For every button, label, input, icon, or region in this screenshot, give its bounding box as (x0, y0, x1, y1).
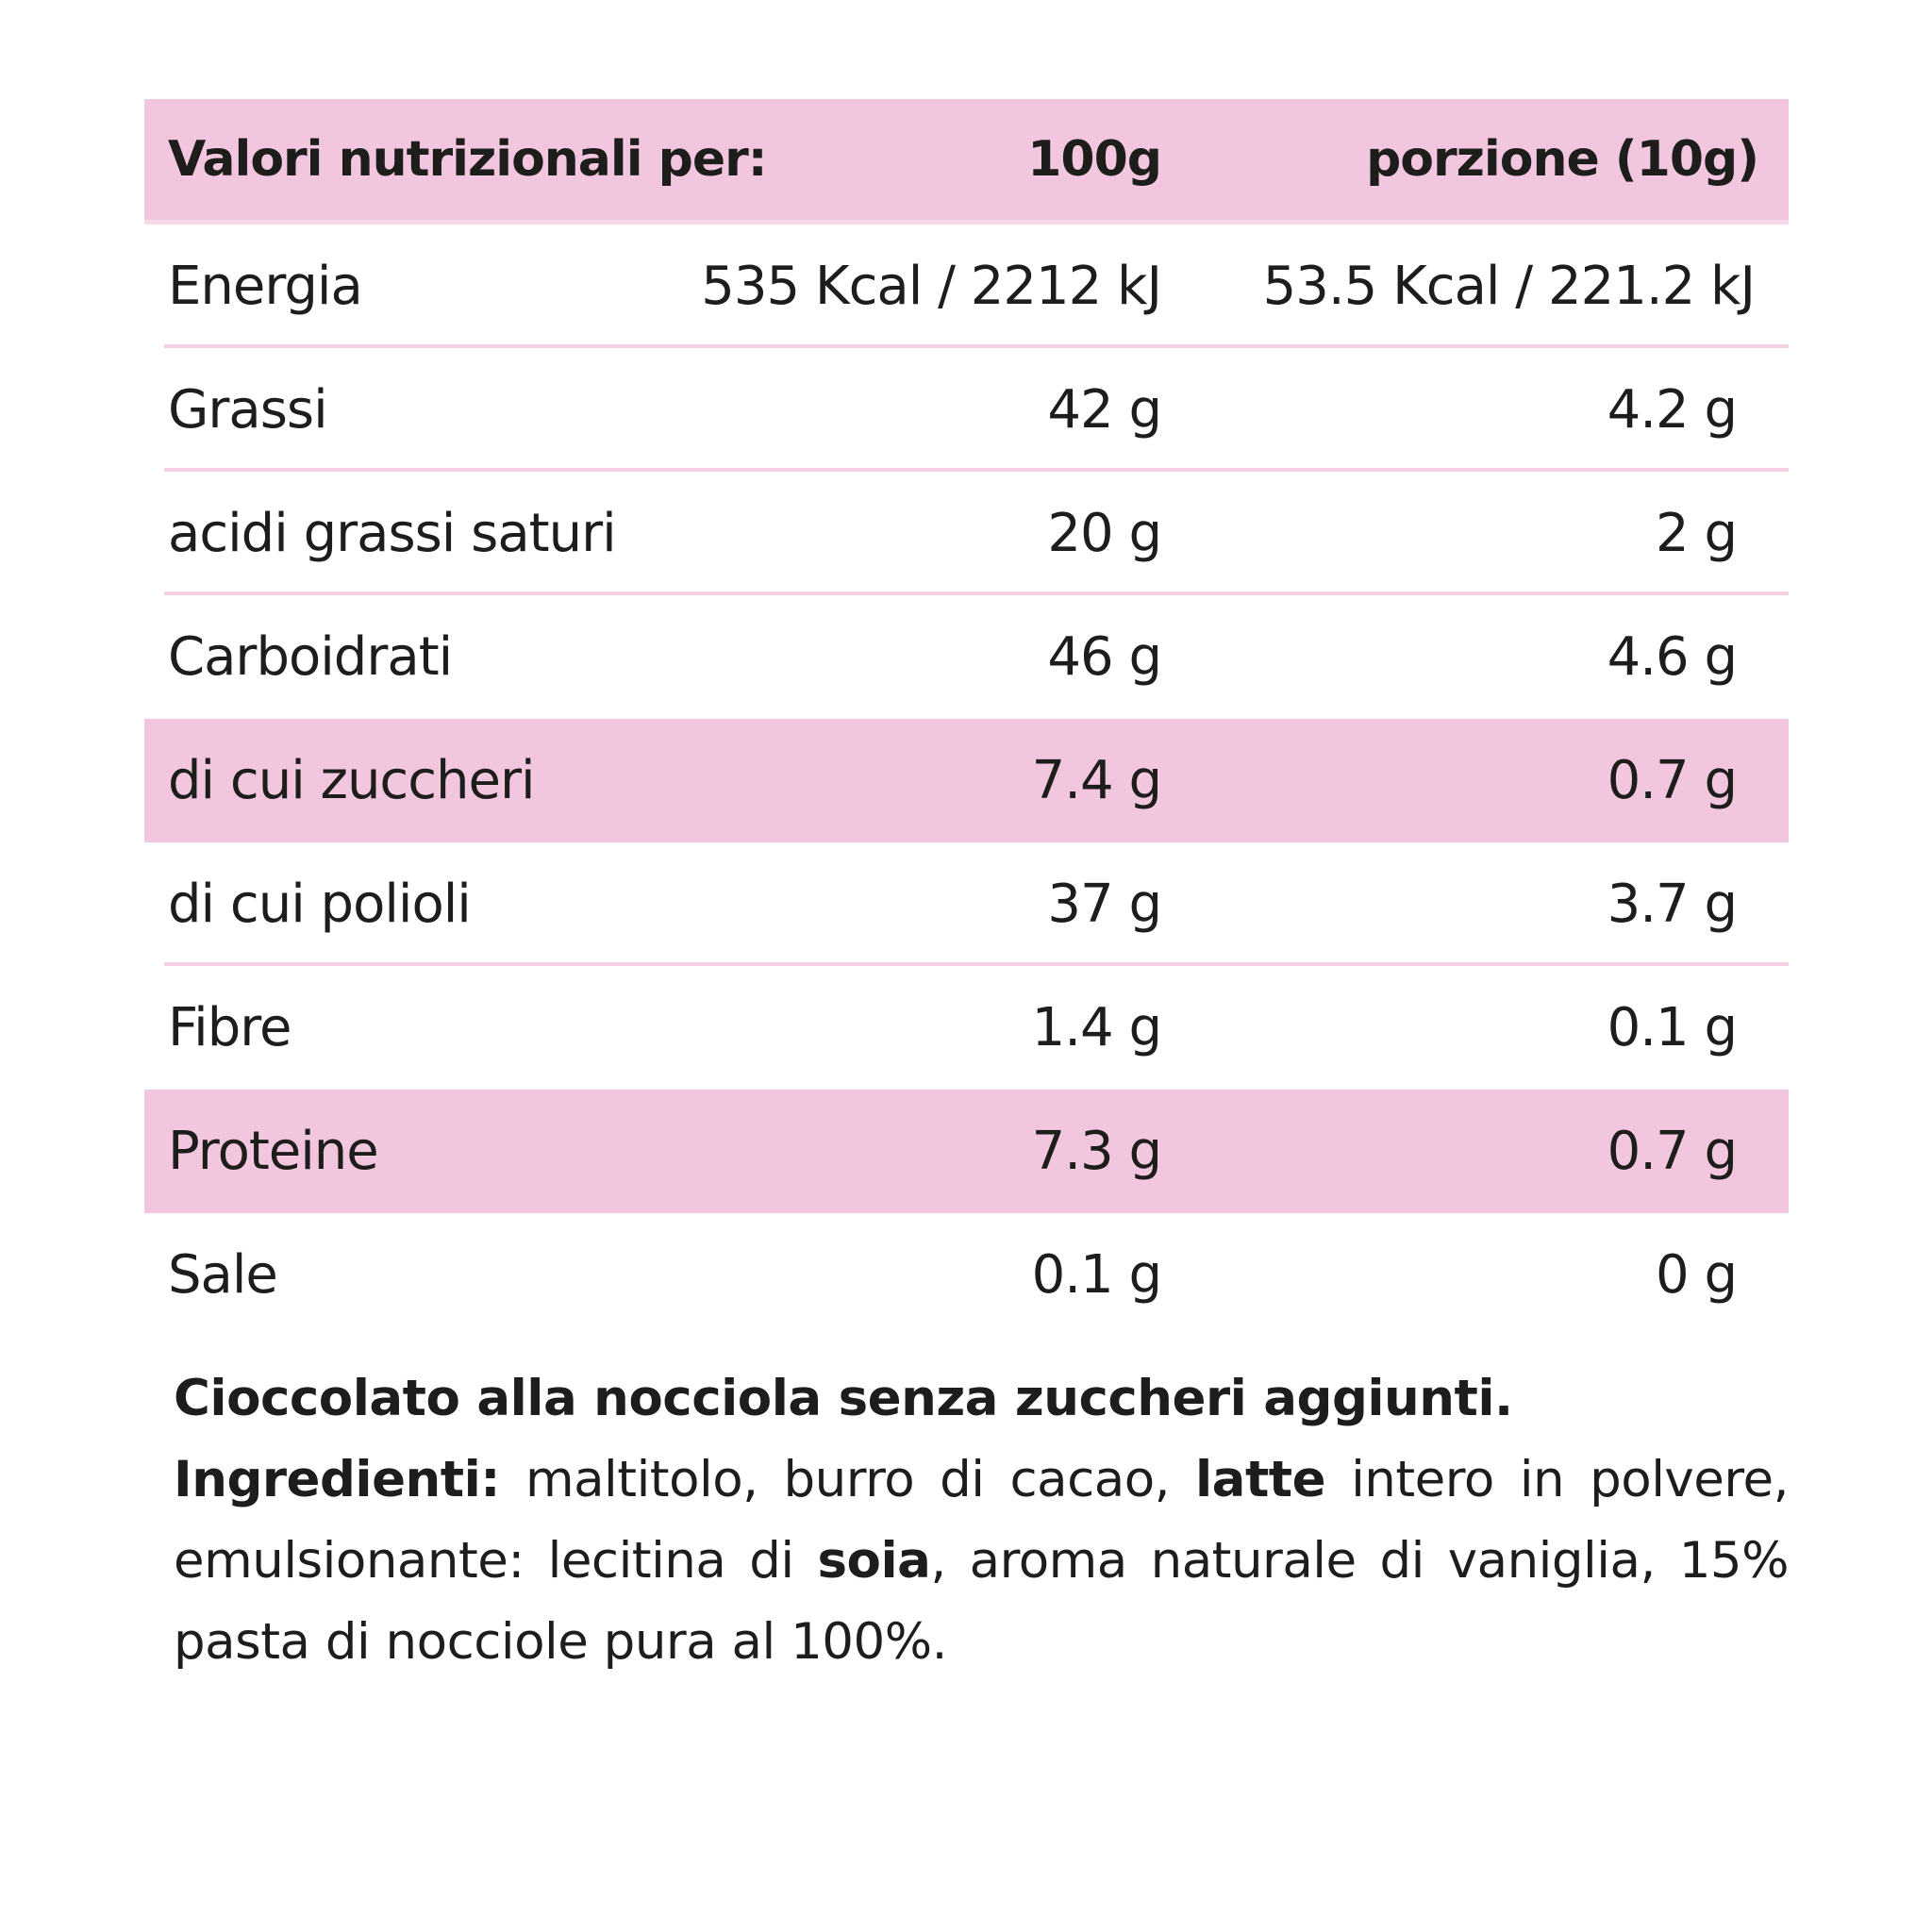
value-portion: 53.5 Kcal / 221.2 kJ (1262, 256, 1756, 317)
value-100g: 7.3 g (1031, 1121, 1162, 1182)
value-100g: 46 g (1047, 626, 1162, 688)
value-100g: 0.1 g (1031, 1244, 1162, 1306)
value-100g: 20 g (1047, 503, 1162, 564)
value-100g: 37 g (1047, 874, 1162, 935)
allergen-milk: latte (1195, 1451, 1326, 1508)
table-row: Sale 0.1 g 0 g (144, 1213, 1789, 1337)
table-row: Energia 535 Kcal / 2212 kJ 53.5 Kcal / 2… (144, 225, 1789, 348)
value-portion: 2 g (1656, 503, 1738, 564)
value-portion: 4.2 g (1607, 379, 1738, 441)
header-100g: 100g (1027, 131, 1162, 188)
value-portion: 0.1 g (1607, 997, 1738, 1058)
table-row: di cui polioli 37 g 3.7 g (144, 842, 1789, 966)
value-100g: 42 g (1047, 379, 1162, 441)
table-row: Proteine 7.3 g 0.7 g (144, 1090, 1789, 1213)
product-description: Cioccolato alla nocciola senza zuccheri … (174, 1358, 1790, 1683)
row-label: Proteine (168, 1121, 379, 1182)
table-row: acidi grassi saturi 20 g 2 g (144, 472, 1789, 595)
value-portion: 0.7 g (1607, 1121, 1738, 1182)
row-label: di cui polioli (168, 874, 472, 935)
header-label: Valori nutrizionali per: (168, 131, 768, 188)
value-100g: 535 Kcal / 2212 kJ (701, 256, 1162, 317)
ingredients-label: Ingredienti: (174, 1451, 500, 1508)
value-100g: 1.4 g (1031, 997, 1162, 1058)
allergen-soy: soia (817, 1532, 931, 1590)
header-portion: porzione (10g) (1366, 131, 1759, 188)
table-header: Valori nutrizionali per: 100g porzione (… (144, 99, 1789, 225)
table-row: di cui zuccheri 7.4 g 0.7 g (144, 719, 1789, 842)
value-portion: 3.7 g (1607, 874, 1738, 935)
ingredients-text: maltitolo, burro di cacao, (499, 1451, 1196, 1508)
table-row: Carboidrati 46 g 4.6 g (144, 595, 1789, 719)
row-label: acidi grassi saturi (168, 503, 617, 564)
nutrition-table: Valori nutrizionali per: 100g porzione (… (144, 99, 1789, 1337)
value-portion: 4.6 g (1607, 626, 1738, 688)
value-portion: 0.7 g (1607, 750, 1738, 811)
value-100g: 7.4 g (1031, 750, 1162, 811)
table-row: Grassi 42 g 4.2 g (144, 348, 1789, 472)
row-label: Sale (168, 1244, 278, 1306)
value-portion: 0 g (1656, 1244, 1738, 1306)
row-label: di cui zuccheri (168, 750, 536, 811)
row-label: Grassi (168, 379, 328, 441)
row-label: Carboidrati (168, 626, 453, 688)
table-row: Fibre 1.4 g 0.1 g (144, 966, 1789, 1090)
row-label: Energia (168, 256, 363, 317)
row-label: Fibre (168, 997, 291, 1058)
ingredients-text: , aroma naturale di vaniglia, 15% pasta … (174, 1532, 1790, 1671)
product-title: Cioccolato alla nocciola senza zuccheri … (174, 1370, 1513, 1427)
ingredients-text: intero in polvere, emulsionante: lecitin… (174, 1451, 1790, 1590)
